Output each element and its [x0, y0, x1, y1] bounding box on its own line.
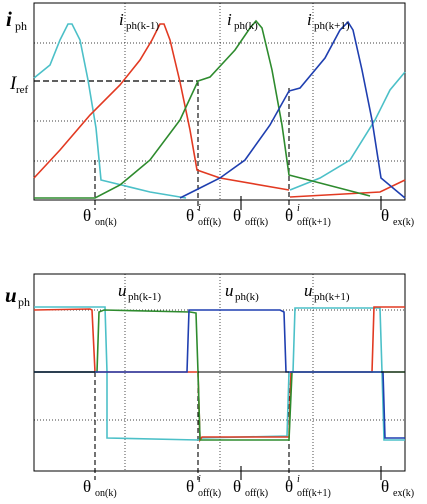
- voltage-label-k-minus-1-symbol: u: [118, 281, 127, 300]
- voltage-wave-red: [33, 306, 405, 443]
- current-angle-ioff-k1-sup: i: [297, 203, 300, 214]
- voltage-angle-ex-k-sub: ex(k): [393, 488, 414, 499]
- voltage-angle-on-k-sub: on(k): [95, 488, 117, 499]
- voltage-angle-on-k: θ: [83, 477, 91, 496]
- voltage-angle-markers: [94, 372, 290, 480]
- voltage-label-k-plus-1-symbol: u: [304, 281, 313, 300]
- voltage-angle-off-k: θ: [233, 477, 241, 496]
- current-angle-ticks: [240, 196, 382, 210]
- current-label-k-minus-1-symbol: i: [119, 10, 124, 29]
- current-angle-ioff-k1: θ: [285, 206, 293, 225]
- current-angle-ioff-k-sup: i: [198, 203, 201, 214]
- voltage-angle-off-k-sub: off(k): [245, 488, 268, 499]
- voltage-label-k-symbol: u: [225, 281, 234, 300]
- iref-symbol: I: [9, 73, 18, 94]
- voltage-angle-ioff-k1-sub: off(k+1): [297, 488, 331, 499]
- voltage-axis-subscript: ph: [18, 295, 30, 309]
- current-angle-off-k: θ: [233, 206, 241, 225]
- current-grid: [34, 3, 405, 200]
- current-angle-ioff-k-sub: off(k): [198, 217, 221, 228]
- voltage-axis-symbol: u: [5, 283, 17, 307]
- voltage-wave-cyan: [34, 306, 405, 441]
- voltage-angle-ioff-k-sup: i: [198, 474, 201, 485]
- iref-subscript: ref: [16, 84, 29, 96]
- current-wave-blue: [179, 20, 406, 199]
- voltage-label-k-minus-1-sub: ph(k-1): [128, 291, 161, 303]
- voltage-wave-green: [34, 309, 405, 441]
- voltage-panel: u ph u ph(k-1) u ph(k) u ph(k+1) θ on(k)…: [5, 273, 414, 499]
- voltage-label-k-plus-1-sub: ph(k+1): [314, 291, 350, 303]
- current-angle-ex-k: θ: [381, 206, 389, 225]
- current-panel: i ph I ref i ph(k-1) i ph(k) i ph(k+1) θ…: [6, 2, 414, 228]
- current-angle-on-k: θ: [83, 206, 91, 225]
- current-angle-off-k-sub: off(k): [245, 217, 268, 228]
- current-axis-symbol: i: [6, 7, 12, 31]
- current-label-k-symbol: i: [227, 10, 232, 29]
- voltage-angle-ticks: [240, 466, 382, 480]
- current-label-k-plus-1-sub: ph(k+1): [314, 20, 350, 32]
- current-axis-subscript: ph: [15, 19, 27, 33]
- current-wave-cyan: [33, 23, 406, 199]
- current-plot-frame: [33, 2, 406, 201]
- current-angle-ex-k-sub: ex(k): [393, 217, 414, 228]
- current-label-k-sub: ph(k): [234, 20, 258, 32]
- voltage-angle-ex-k: θ: [381, 477, 389, 496]
- voltage-angle-ioff-k1-sup: i: [297, 474, 300, 485]
- current-angle-ioff-k: θ: [186, 206, 194, 225]
- voltage-angle-ioff-k: θ: [186, 477, 194, 496]
- current-wave-red: [33, 23, 406, 198]
- voltage-angle-ioff-k1: θ: [285, 477, 293, 496]
- voltage-wave-blue: [34, 309, 405, 439]
- current-angle-on-k-sub: on(k): [95, 217, 117, 228]
- voltage-grid: [34, 274, 405, 471]
- voltage-label-k-sub: ph(k): [235, 291, 259, 303]
- voltage-angle-ioff-k-sub: off(k): [198, 488, 221, 499]
- current-label-k-plus-1-symbol: i: [307, 10, 312, 29]
- current-label-k-minus-1-sub: ph(k-1): [126, 20, 159, 32]
- current-wave-green: [34, 19, 371, 199]
- current-angle-ioff-k1-sub: off(k+1): [297, 217, 331, 228]
